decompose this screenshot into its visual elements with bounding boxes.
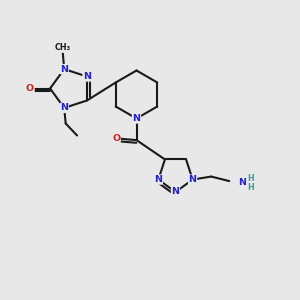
Text: H: H	[247, 184, 253, 193]
Text: N: N	[238, 178, 246, 187]
Text: N: N	[154, 175, 162, 184]
Text: N: N	[172, 188, 179, 196]
Text: O: O	[112, 134, 120, 143]
Text: N: N	[189, 175, 196, 184]
Text: N: N	[60, 64, 68, 74]
Text: N: N	[60, 103, 68, 112]
Text: O: O	[26, 84, 34, 93]
Text: CH₃: CH₃	[55, 43, 71, 52]
Text: N: N	[133, 114, 140, 123]
Text: H: H	[247, 175, 253, 184]
Text: N: N	[83, 72, 91, 81]
